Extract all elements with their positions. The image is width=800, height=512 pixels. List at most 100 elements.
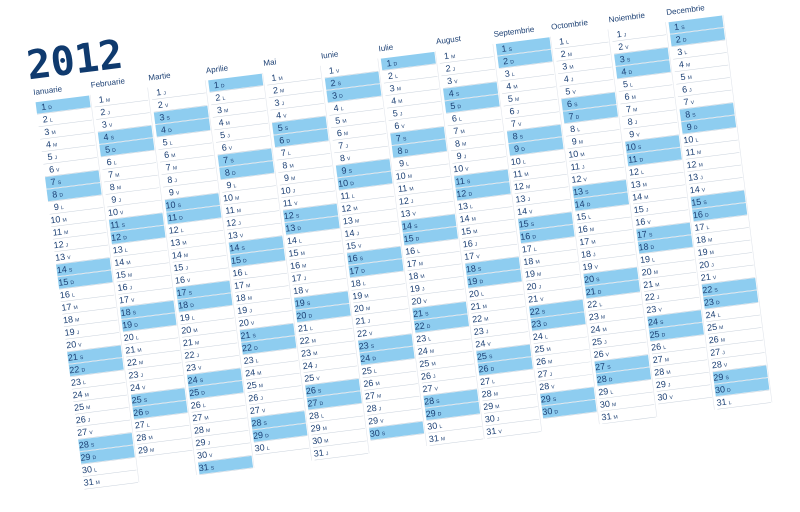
day-number: 7 xyxy=(165,162,171,173)
weekday-letter: M xyxy=(139,360,144,366)
day-number: 29 xyxy=(655,379,666,390)
weekday-letter: M xyxy=(708,237,713,243)
weekend-cell xyxy=(272,116,328,135)
day-number: 22 xyxy=(126,357,137,368)
weekday-letter: L xyxy=(728,400,732,406)
row-line xyxy=(54,244,109,252)
month-name: Septembrie xyxy=(493,25,535,39)
weekday-letter: M xyxy=(375,381,380,387)
weekday-letter: M xyxy=(720,337,725,343)
weekday-letter: S xyxy=(530,222,535,228)
day-number: 5 xyxy=(220,130,226,141)
row-line xyxy=(466,268,521,277)
row-line xyxy=(166,205,220,213)
weekday-letter: V xyxy=(142,385,147,391)
day-number: 25 xyxy=(591,336,602,347)
weekend-cell xyxy=(540,387,596,406)
row-line xyxy=(348,258,403,266)
day-number: 5 xyxy=(622,79,628,90)
column-divider xyxy=(607,29,658,417)
row-line xyxy=(308,403,362,411)
row-line xyxy=(482,393,537,402)
day-number: 14 xyxy=(574,199,585,210)
day-number: 28 xyxy=(596,374,607,385)
weekday-letter: L xyxy=(244,271,248,277)
weekday-letter: V xyxy=(465,166,470,172)
weekday-letter: M xyxy=(548,359,553,365)
weekday-letter: V xyxy=(713,275,718,281)
day-number: 12 xyxy=(513,181,524,192)
weekend-cell xyxy=(703,290,759,309)
weekend-cell xyxy=(250,411,306,430)
day-number: 19 xyxy=(237,305,248,316)
row-line xyxy=(426,413,481,421)
row-line xyxy=(382,63,436,71)
column-divider xyxy=(722,14,773,403)
weekday-letter: L xyxy=(395,74,399,80)
row-line xyxy=(685,152,740,160)
weekday-letter: V xyxy=(583,177,588,183)
day-number: 11 xyxy=(397,183,408,194)
row-line xyxy=(484,406,538,414)
day-number: 2 xyxy=(330,78,336,89)
weekday-letter: M xyxy=(535,259,540,265)
day-number: 26 xyxy=(420,371,431,382)
row-line xyxy=(536,361,591,369)
weekend-cell xyxy=(208,73,264,92)
day-number: 6 xyxy=(279,135,285,146)
day-number: 27 xyxy=(77,427,88,438)
weekday-letter: D xyxy=(426,324,431,330)
row-line xyxy=(227,222,281,231)
row-line xyxy=(565,129,620,137)
day-number: 9 xyxy=(571,136,577,147)
weekday-letter: V xyxy=(487,341,492,347)
row-line xyxy=(119,299,174,308)
day-number: 29 xyxy=(713,372,724,383)
day-number: 8 xyxy=(627,116,633,127)
weekday-letter: M xyxy=(53,142,58,148)
row-line xyxy=(405,251,460,259)
row-line xyxy=(639,247,693,255)
weekday-letter: V xyxy=(316,376,321,382)
day-number: 6 xyxy=(336,128,342,139)
column-divider xyxy=(204,80,255,468)
weekday-letter: S xyxy=(359,256,364,262)
day-number: 2 xyxy=(42,114,48,125)
weekday-letter: S xyxy=(692,112,697,118)
day-number: 6 xyxy=(681,84,687,95)
day-number: 23 xyxy=(358,340,369,351)
day-number: 22 xyxy=(702,284,713,295)
column-divider xyxy=(435,51,485,439)
weekday-letter: D xyxy=(438,411,443,417)
row-line xyxy=(629,172,684,180)
weekend-cell xyxy=(175,280,231,300)
row-line xyxy=(271,115,326,123)
weekday-letter: V xyxy=(120,210,125,216)
weekday-letter: L xyxy=(113,160,117,166)
row-line xyxy=(524,261,578,269)
weekday-letter: D xyxy=(319,401,324,407)
weekday-letter: S xyxy=(296,213,301,219)
weekday-letter: J xyxy=(378,406,382,412)
row-line xyxy=(417,338,471,346)
row-line xyxy=(645,297,700,305)
weekend-cell xyxy=(529,299,585,319)
day-number: 19 xyxy=(294,298,305,309)
day-number: 20 xyxy=(411,296,422,307)
row-line xyxy=(424,401,479,409)
weekend-cell xyxy=(712,365,768,384)
weekday-letter: M xyxy=(291,176,296,182)
row-line xyxy=(577,216,631,225)
row-line xyxy=(309,415,364,423)
day-number: 22 xyxy=(69,364,80,375)
row-line xyxy=(452,156,507,164)
row-line xyxy=(410,288,465,296)
day-number: 1 xyxy=(674,22,680,33)
weekday-letter: V xyxy=(262,408,267,414)
row-line xyxy=(301,353,356,361)
weekday-letter: J xyxy=(326,451,330,457)
day-number: 28 xyxy=(193,425,204,436)
day-number: 15 xyxy=(633,204,644,215)
weekday-letter: V xyxy=(109,123,114,129)
weekend-cell xyxy=(273,128,329,148)
